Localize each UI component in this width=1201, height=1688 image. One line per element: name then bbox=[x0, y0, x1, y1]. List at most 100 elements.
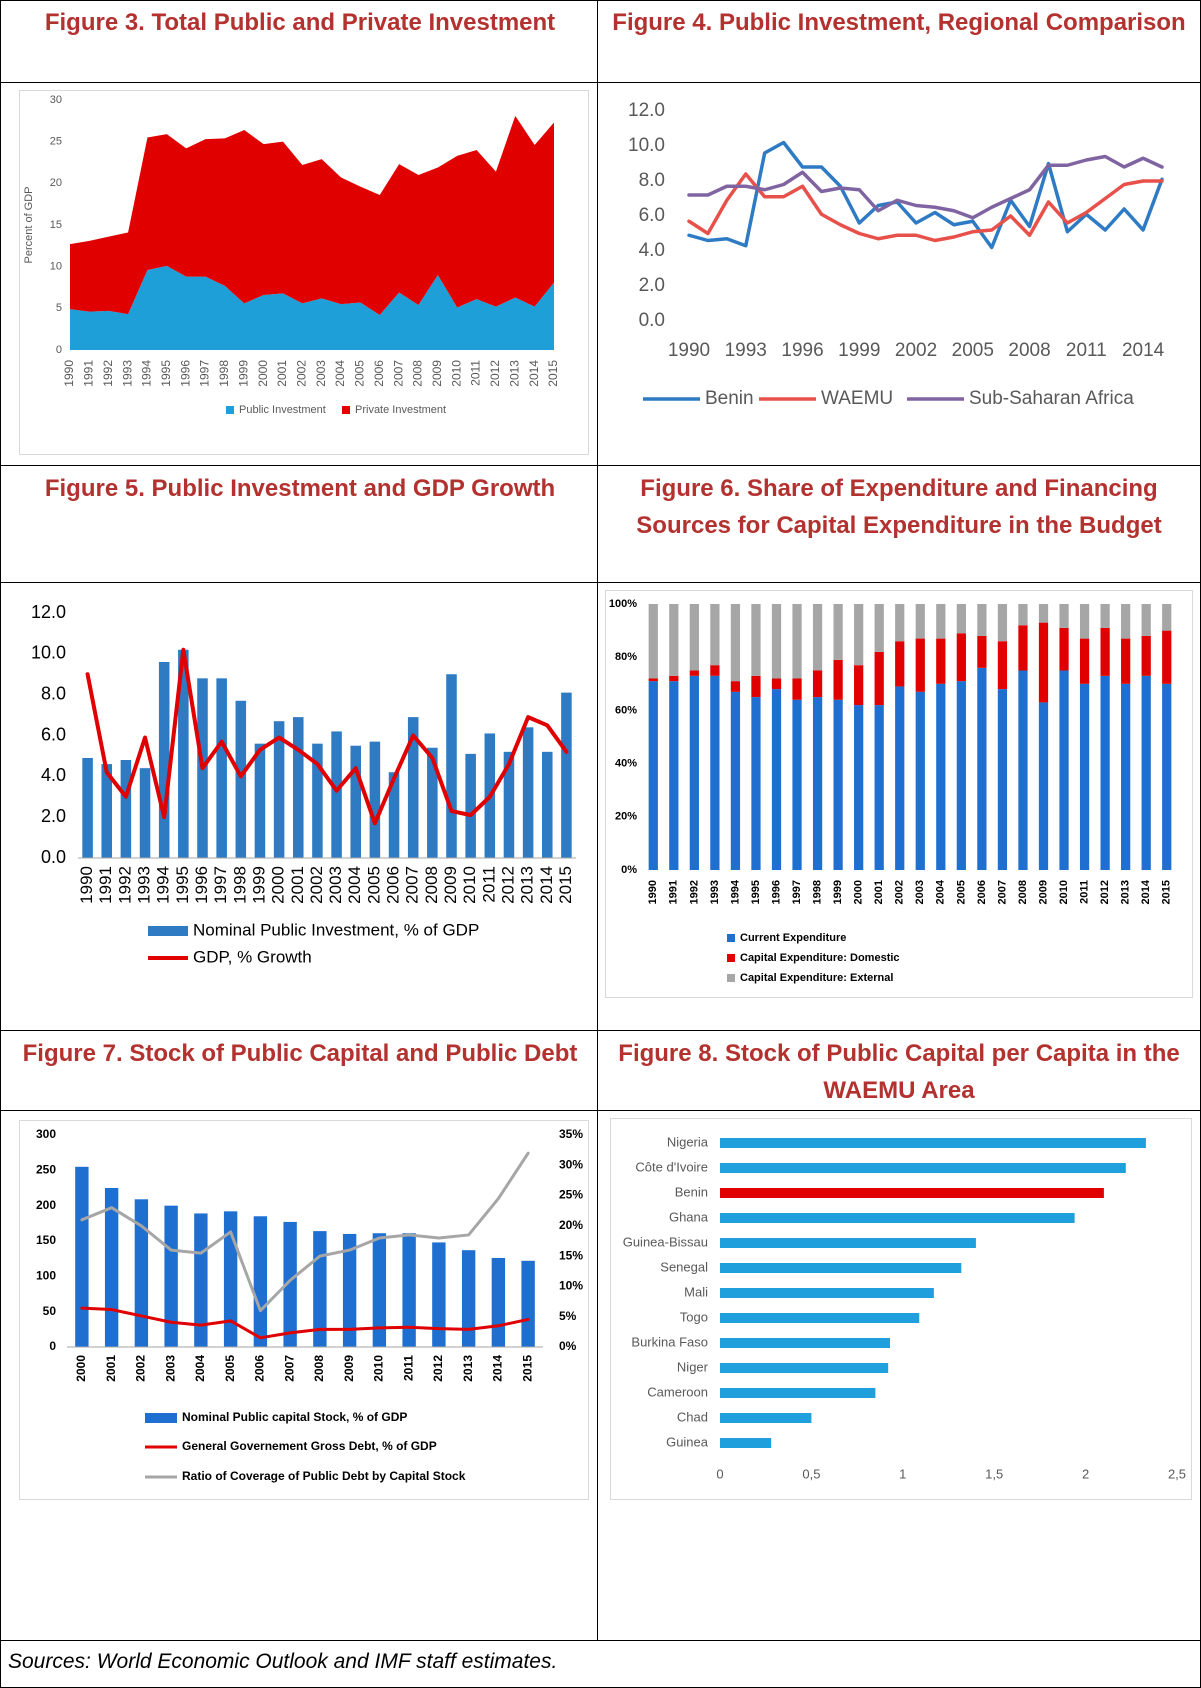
bar bbox=[956, 604, 966, 634]
legend-label: Private Investment bbox=[355, 404, 446, 416]
bar bbox=[1059, 670, 1069, 870]
x-tick-label: 1999 bbox=[249, 866, 268, 904]
bar bbox=[997, 641, 1008, 690]
y-tick-label: 6.0 bbox=[41, 724, 66, 744]
x-tick-label: 2010 bbox=[460, 866, 479, 904]
bar bbox=[648, 678, 658, 682]
x-tick-label: 2002 bbox=[894, 880, 906, 904]
bar bbox=[1121, 604, 1131, 639]
x-tick-label: 2001 bbox=[288, 866, 307, 904]
legend-swatch bbox=[727, 954, 735, 962]
x-tick-label: 1996 bbox=[192, 866, 211, 904]
bar bbox=[82, 757, 93, 858]
bar bbox=[956, 633, 966, 682]
y-tick-label: Ghana bbox=[669, 1209, 709, 1224]
x-tick-label: 2008 bbox=[312, 1355, 326, 1382]
bar bbox=[915, 638, 925, 692]
bar bbox=[402, 1233, 416, 1347]
x-tick-label: 2008 bbox=[411, 360, 425, 387]
y-tick-label: 20% bbox=[615, 811, 637, 823]
y-tick-label: 60% bbox=[615, 704, 637, 716]
bar bbox=[561, 692, 572, 858]
y-tick-label: 200 bbox=[36, 1198, 56, 1212]
x-tick-label: 2008 bbox=[422, 866, 441, 904]
table-border bbox=[0, 1030, 1201, 1031]
bar bbox=[1038, 622, 1049, 703]
x-tick-label: 2006 bbox=[372, 360, 386, 387]
y-tick-label: 30% bbox=[559, 1157, 583, 1171]
bar bbox=[812, 670, 823, 698]
y-tick-label: 250 bbox=[36, 1163, 56, 1177]
y-tick-label: 35% bbox=[559, 1127, 583, 1141]
bar bbox=[792, 699, 802, 870]
bar bbox=[720, 1163, 1126, 1173]
bar bbox=[895, 686, 905, 870]
x-tick-label: 2 bbox=[1082, 1466, 1089, 1481]
line bbox=[85, 647, 569, 826]
bar bbox=[812, 697, 823, 870]
figure-title: Figure 3. Total Public and Private Inves… bbox=[44, 9, 556, 36]
x-tick-label: 2011 bbox=[479, 866, 498, 903]
x-tick-label: 2011 bbox=[1066, 340, 1107, 361]
y-tick-label: 100% bbox=[609, 598, 637, 610]
x-tick-label: 1996 bbox=[178, 360, 192, 387]
x-tick-label: 2002 bbox=[134, 1355, 148, 1382]
x-tick-label: 1992 bbox=[688, 880, 700, 904]
x-tick-label: 1993 bbox=[135, 866, 154, 904]
x-tick-label: 2005 bbox=[353, 360, 367, 387]
source-note: Sources: World Economic Outlook and IMF … bbox=[8, 1650, 558, 1673]
y-tick-label: Chad bbox=[677, 1409, 708, 1424]
bar bbox=[833, 699, 843, 870]
y-tick-label: 25% bbox=[559, 1188, 583, 1202]
y-tick-label: 0 bbox=[49, 1339, 56, 1353]
x-tick-label: 1992 bbox=[115, 866, 134, 904]
bar bbox=[720, 1288, 934, 1298]
x-tick-label: 1994 bbox=[154, 866, 173, 904]
x-tick-label: 1997 bbox=[791, 880, 803, 904]
x-tick-label: 2007 bbox=[282, 1355, 296, 1382]
legend-label: Public Investment bbox=[239, 404, 326, 416]
bar bbox=[461, 1250, 476, 1347]
x-tick-label: 2014 bbox=[491, 1355, 505, 1382]
bar bbox=[158, 662, 170, 858]
bar bbox=[139, 768, 151, 858]
x-tick-label: 1994 bbox=[729, 879, 741, 904]
x-tick-label: 1 bbox=[899, 1466, 906, 1481]
x-tick-label: 2005 bbox=[952, 340, 994, 361]
x-tick-label: 2004 bbox=[935, 879, 947, 904]
bar bbox=[1079, 604, 1090, 639]
x-tick-label: 0,5 bbox=[802, 1466, 820, 1481]
table-border bbox=[0, 1640, 1201, 1641]
legend-label: GDP, % Growth bbox=[193, 947, 312, 966]
x-tick-label: 2004 bbox=[333, 360, 347, 387]
chart: 0 5 10 15 20 25 30 Percent of GDP 1990 1991 1992 19… bbox=[19, 90, 589, 455]
x-tick-label: 2003 bbox=[163, 1355, 177, 1382]
x-tick-label: 2008 bbox=[1017, 880, 1029, 904]
line bbox=[687, 172, 1164, 243]
bar bbox=[895, 604, 905, 642]
x-tick-label: 2015 bbox=[556, 866, 575, 904]
x-tick-label: 1996 bbox=[781, 340, 823, 361]
bar bbox=[710, 675, 720, 870]
x-tick-label: 2005 bbox=[955, 880, 967, 904]
bar bbox=[997, 689, 1008, 870]
bar bbox=[134, 1199, 149, 1347]
bar bbox=[648, 604, 658, 679]
bar bbox=[1121, 638, 1131, 684]
bar bbox=[751, 697, 761, 870]
y-tick-label: Togo bbox=[680, 1309, 708, 1324]
bar bbox=[542, 751, 553, 858]
line bbox=[687, 140, 1164, 250]
bar bbox=[730, 691, 741, 870]
bar bbox=[432, 1242, 446, 1347]
x-tick-label: 1992 bbox=[101, 360, 115, 387]
bar bbox=[521, 1260, 535, 1347]
bar bbox=[977, 635, 987, 668]
bar bbox=[369, 741, 381, 858]
x-tick-label: 2012 bbox=[1099, 880, 1111, 904]
x-tick-label: 2004 bbox=[193, 1355, 207, 1382]
bar bbox=[720, 1388, 876, 1398]
bar bbox=[1079, 638, 1090, 684]
legend-label: Current Expenditure bbox=[740, 932, 846, 944]
